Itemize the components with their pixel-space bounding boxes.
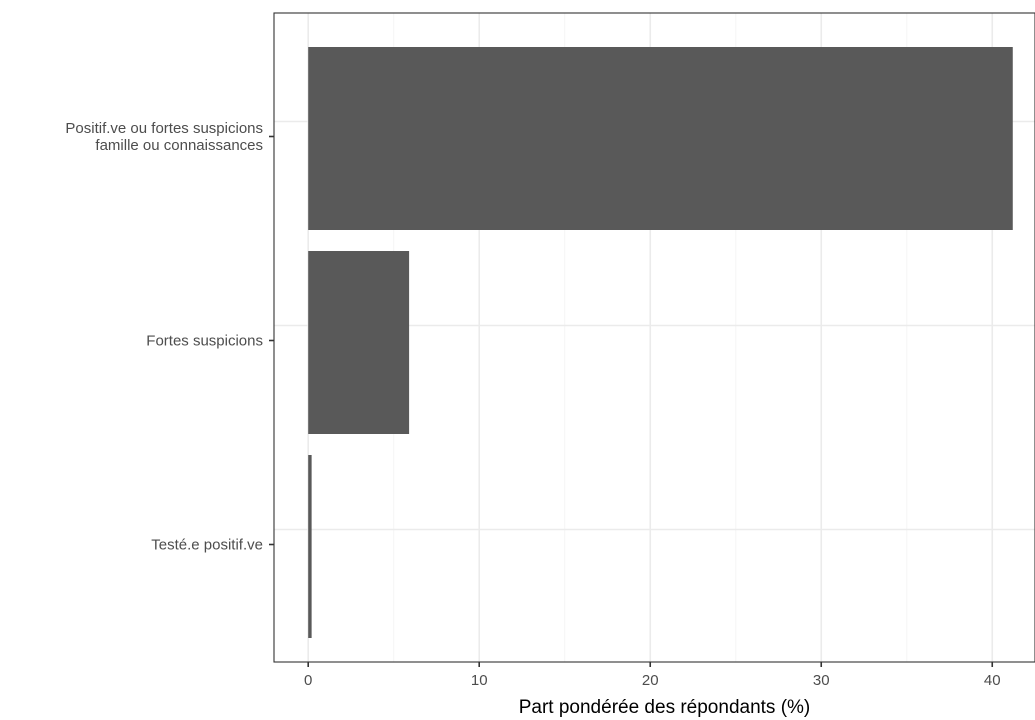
x-axis: 0 10 20 30 40 — [304, 662, 1001, 689]
y-tick-label: Positif.ve ou fortes suspicions famille o… — [65, 120, 263, 154]
x-axis-title: Part pondérée des répondants (%) — [519, 697, 811, 718]
y-tick-label: Fortes suspicions — [146, 333, 263, 350]
y-tick-label-line: Testé.e positif.ve — [151, 537, 263, 554]
bar — [308, 251, 410, 434]
x-tick-label: 20 — [642, 672, 659, 689]
x-tick-label: 0 — [304, 672, 312, 689]
bar — [308, 47, 1013, 230]
x-tick-label: 10 — [471, 672, 488, 689]
y-tick-label-line: Fortes suspicions — [146, 333, 263, 350]
panel-border — [273, 12, 1035, 663]
x-tick-label: 40 — [984, 672, 1001, 689]
y-tick-label-line: Positif.ve ou fortes suspicions — [65, 120, 263, 137]
y-axis: Positif.ve ou fortes suspicions famille o… — [65, 120, 274, 554]
y-tick-label-line: famille ou connaissances — [95, 137, 263, 154]
bars-layer — [308, 47, 1013, 638]
y-tick-label: Testé.e positif.ve — [151, 537, 263, 554]
x-tick-label: 30 — [813, 672, 830, 689]
bar — [308, 455, 312, 638]
